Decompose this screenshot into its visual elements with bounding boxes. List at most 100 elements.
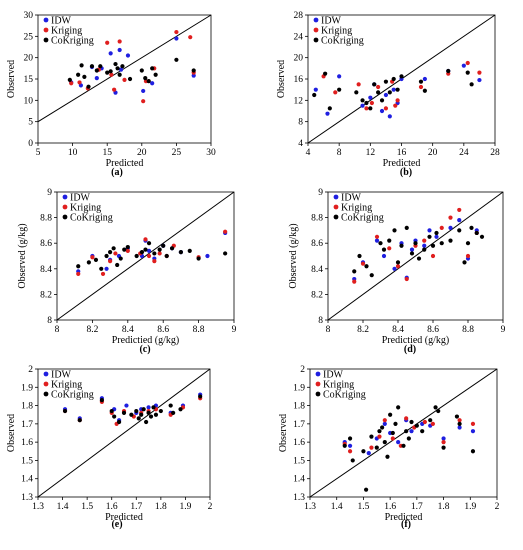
data-point-kriging xyxy=(360,261,366,266)
data-point-cokriging xyxy=(430,243,436,248)
x-tick-label: 9 xyxy=(232,325,237,335)
data-point-cokriging xyxy=(89,64,95,69)
y-tick-label: 15 xyxy=(24,75,34,85)
data-point-idw xyxy=(125,53,131,58)
data-point-cokriging xyxy=(393,421,398,426)
data-point-cokriging xyxy=(86,260,91,265)
data-point-kriging xyxy=(108,259,113,264)
data-point-idw xyxy=(396,440,401,445)
data-point-cokriging xyxy=(465,241,471,246)
legend-label-kriging: Kriging xyxy=(51,380,82,391)
data-point-cokriging xyxy=(171,410,176,415)
legend-label-cokriging: CoKriging xyxy=(341,213,384,224)
data-point-idw xyxy=(422,243,427,248)
data-point-cokriging xyxy=(153,72,158,77)
data-point-kriging xyxy=(418,84,424,90)
data-point-idw xyxy=(347,443,353,448)
data-point-idw xyxy=(409,247,415,252)
x-tick-label: 9 xyxy=(501,325,506,335)
data-point-idw xyxy=(94,76,99,81)
data-point-cokriging xyxy=(99,266,104,271)
data-point-idw xyxy=(448,225,453,230)
panel-label: (e) xyxy=(111,519,122,530)
data-point-idw xyxy=(368,95,373,100)
data-point-cokriging xyxy=(457,228,462,233)
y-tick-label: 8.2 xyxy=(40,290,52,300)
y-tick-label: 25 xyxy=(24,32,34,42)
data-point-cokriging xyxy=(323,71,328,76)
y-tick-label: 28 xyxy=(294,11,304,21)
data-point-cokriging xyxy=(178,407,183,412)
data-point-cokriging xyxy=(413,241,418,246)
data-point-cokriging xyxy=(404,429,409,434)
data-point-cokriging xyxy=(372,82,377,87)
series-kriging xyxy=(76,229,228,277)
legend-marker-cokriging xyxy=(333,214,339,220)
data-point-cokriging xyxy=(120,64,125,69)
data-point-cokriging xyxy=(111,246,116,251)
legend-label-cokriging: CoKriging xyxy=(323,390,366,401)
data-point-cokriging xyxy=(76,72,81,77)
data-point-cokriging xyxy=(436,408,441,414)
series-kriging xyxy=(342,416,476,454)
y-tick-label: 1.4 xyxy=(293,475,305,485)
data-point-cokriging xyxy=(112,414,117,419)
data-point-cokriging xyxy=(151,405,156,410)
x-tick-label: 1.9 xyxy=(464,502,476,512)
data-point-idw xyxy=(366,451,371,456)
data-point-cokriging xyxy=(148,414,154,419)
x-tick-label: 15 xyxy=(102,148,112,158)
y-tick-label: 1.8 xyxy=(293,402,305,412)
y-tick-label: 30 xyxy=(24,11,34,21)
legend-label-idw: IDW xyxy=(70,193,91,204)
data-point-cokriging xyxy=(439,241,444,246)
legend-label-cokriging: CoKriging xyxy=(70,213,113,224)
y-tick-label: 2 xyxy=(28,365,33,375)
data-point-cokriging xyxy=(392,228,397,233)
data-point-idw xyxy=(205,253,210,259)
legend-label-kriging: Kriging xyxy=(341,203,372,214)
x-tick-label: 1.4 xyxy=(331,502,343,512)
y-tick-label: 0 xyxy=(28,139,33,149)
y-tick-label: 10 xyxy=(24,96,34,106)
one-to-one-line xyxy=(37,14,212,123)
y-axis-label: Observed xyxy=(6,414,17,452)
y-tick-label: 8 xyxy=(318,316,323,326)
data-point-idw xyxy=(477,77,482,83)
data-point-kriging xyxy=(112,87,117,92)
legend-marker-idw xyxy=(43,17,49,23)
data-point-idw xyxy=(391,87,396,92)
x-tick-label: 20 xyxy=(137,148,147,158)
data-point-idw xyxy=(191,73,196,78)
x-tick-label: 1.5 xyxy=(81,502,93,512)
data-point-kriging xyxy=(90,255,95,260)
data-point-idw xyxy=(118,67,124,72)
legend-label-cokriging: CoKriging xyxy=(321,36,364,47)
x-tick-label: 1.6 xyxy=(106,502,118,512)
data-point-cokriging xyxy=(93,257,99,262)
data-point-cokriging xyxy=(368,106,373,111)
data-point-idw xyxy=(146,405,151,410)
data-point-cokriging xyxy=(127,76,133,82)
data-point-kriging xyxy=(333,90,338,95)
data-point-kriging xyxy=(356,82,361,87)
y-tick-label: 1.7 xyxy=(293,420,305,430)
legend-label-cokriging: CoKriging xyxy=(51,36,94,47)
data-point-cokriging xyxy=(108,69,113,74)
data-point-idw xyxy=(434,234,439,239)
y-tick-label: 8.4 xyxy=(40,265,52,275)
data-point-cokriging xyxy=(427,234,432,239)
x-tick-label: 1.8 xyxy=(155,502,167,512)
data-point-cokriging xyxy=(164,253,169,259)
scatter-panel-a: 5 10 15 20 25 30051015202530PredictedObserved… xyxy=(6,11,216,178)
data-point-cokriging xyxy=(109,408,114,414)
y-axis-label: Observed (g/kg) xyxy=(288,223,299,288)
data-point-kriging xyxy=(404,276,409,282)
data-point-cokriging xyxy=(139,68,144,73)
data-point-cokriging xyxy=(385,454,390,459)
x-tick-label: 5 xyxy=(36,148,41,158)
data-point-cokriging xyxy=(406,436,411,441)
data-point-cokriging xyxy=(399,74,404,79)
